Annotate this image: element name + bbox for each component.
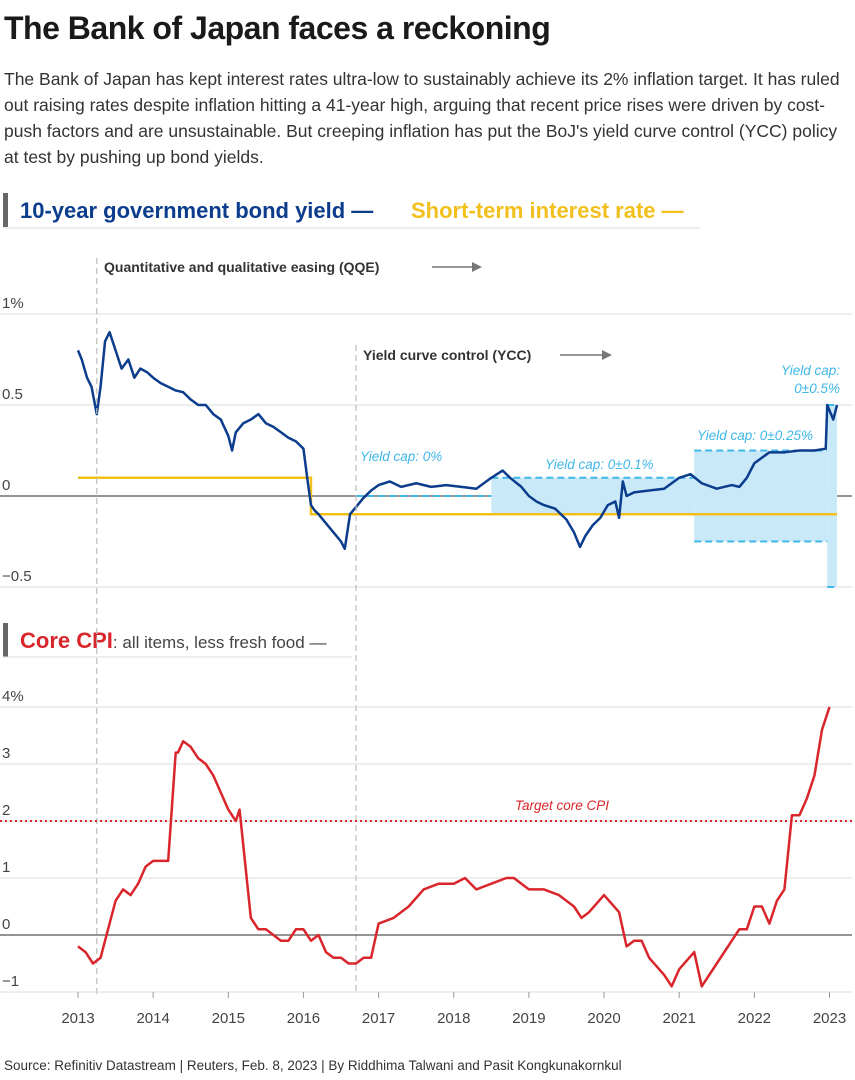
cpi-y-tick-label: 0 <box>2 916 10 933</box>
cpi-chart-series <box>77 706 831 988</box>
core-cpi-line <box>77 706 831 988</box>
bond-yield-line <box>76 330 839 551</box>
x-tick-label: 2017 <box>362 1010 395 1027</box>
x-tick-label: 2015 <box>212 1010 245 1027</box>
ycc-arrow-icon <box>602 350 612 360</box>
legend-cpi-label: Core CPI <box>20 628 113 653</box>
cap-label-01: Yield cap: 0±0.1% <box>545 457 653 472</box>
qqe-annotation: Quantitative and qualitative easing (QQE… <box>104 259 379 275</box>
legend-cpi: Core CPI: all items, less fresh food — <box>20 628 326 653</box>
x-tick-label: 2014 <box>136 1010 169 1027</box>
cpi-y-tick-label: 3 <box>2 745 10 762</box>
cap-label-05-line2: 0±0.5% <box>794 381 840 396</box>
yield-cap-band <box>491 477 695 515</box>
legend-cpi-suffix: : all items, less fresh food — <box>113 633 327 652</box>
top-chart-gridlines <box>0 313 852 588</box>
top-y-tick-label: 0.5 <box>2 386 23 403</box>
chart-canvas: 10-year government bond yield — Short-te… <box>0 193 852 1027</box>
legend-accent-bar <box>3 193 8 227</box>
cap-label-0: Yield cap: 0% <box>360 449 442 464</box>
x-tick-label: 2022 <box>738 1010 771 1027</box>
x-tick-label: 2020 <box>587 1010 620 1027</box>
top-chart-y-ticks: 1% 0.5 0 −0.5 <box>2 295 32 585</box>
top-y-tick-label: 0 <box>2 477 10 494</box>
cpi-chart-gridlines <box>0 706 852 993</box>
legend-bond: 10-year government bond yield — <box>20 198 373 223</box>
cpi-y-tick-label: −1 <box>2 973 19 990</box>
cap-label-05-line1: Yield cap: <box>781 363 840 378</box>
x-tick-label: 2013 <box>61 1010 94 1027</box>
target-cpi-label: Target core CPI <box>515 798 609 813</box>
cpi-y-tick-label: 2 <box>2 802 10 819</box>
cap-label-025: Yield cap: 0±0.25% <box>697 428 813 443</box>
x-axis: 2013 2014 2015 2016 2017 2018 2019 2020 2021 2022… <box>61 992 846 1027</box>
yield-cap-band <box>694 450 828 542</box>
yield-cap-band <box>827 405 838 587</box>
top-y-tick-label: 1% <box>2 295 24 312</box>
ycc-annotation: Yield curve control (YCC) <box>363 347 531 363</box>
x-tick-label: 2016 <box>287 1010 320 1027</box>
cpi-chart-y-ticks: 4% 3 2 1 0 −1 <box>2 688 24 990</box>
yield-cap-bands <box>356 404 838 588</box>
source-note: Source: Refinitiv Datastream | Reuters, … <box>4 1058 622 1073</box>
x-tick-label: 2021 <box>663 1010 696 1027</box>
x-tick-label: 2023 <box>813 1010 846 1027</box>
page-title: The Bank of Japan faces a reckoning <box>4 10 551 46</box>
x-tick-label: 2019 <box>512 1010 545 1027</box>
cpi-y-tick-label: 4% <box>2 688 24 705</box>
top-y-tick-label: −0.5 <box>2 568 32 585</box>
cpi-y-tick-label: 1 <box>2 859 10 876</box>
intro-paragraph: The Bank of Japan has kept interest rate… <box>4 69 840 167</box>
legend-cpi-accent-bar <box>3 623 8 657</box>
qqe-arrow-icon <box>472 262 482 272</box>
top-chart-series <box>76 330 839 551</box>
x-tick-label: 2018 <box>437 1010 470 1027</box>
legend-rate: Short-term interest rate — <box>411 198 684 223</box>
